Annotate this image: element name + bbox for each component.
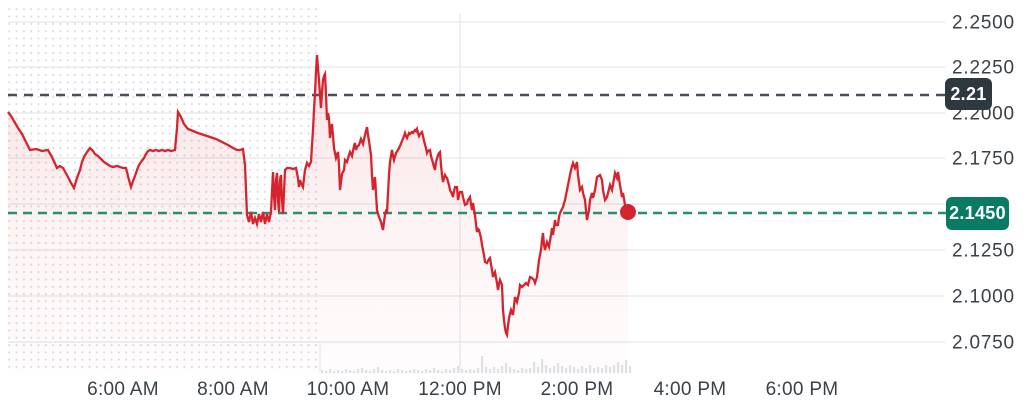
y-axis-label: 2.1750 — [952, 149, 1015, 170]
x-axis-label: 4:00 PM — [654, 379, 727, 400]
x-axis-label: 10:00 AM — [307, 379, 390, 400]
y-axis-label: 2.2500 — [952, 13, 1015, 34]
last-price-dot — [620, 204, 636, 220]
x-axis-label: 6:00 PM — [766, 379, 839, 400]
y-axis-label: 2.1250 — [952, 241, 1015, 262]
x-axis-label: 6:00 AM — [87, 379, 159, 400]
x-axis-label: 2:00 PM — [541, 379, 614, 400]
x-axis-label: 8:00 AM — [197, 379, 269, 400]
y-axis-labels: 2.25002.22502.20002.17502.12502.10002.07… — [952, 13, 1015, 354]
y-axis-label: 2.1000 — [952, 287, 1015, 308]
price-area-fill — [8, 55, 628, 375]
last-price-badge: 2.1450 — [946, 197, 1009, 230]
x-axis-label: 12:00 PM — [418, 379, 502, 400]
y-axis-label: 2.0750 — [952, 333, 1015, 354]
x-axis-labels: 6:00 AM 8:00 AM 10:00 AM 12:00 PM 2:00 PM 4:0… — [87, 379, 838, 400]
y-axis-label: 2.2250 — [952, 58, 1015, 79]
price-line — [7, 54, 629, 339]
reference-price-badge: 2.21 — [945, 78, 992, 110]
